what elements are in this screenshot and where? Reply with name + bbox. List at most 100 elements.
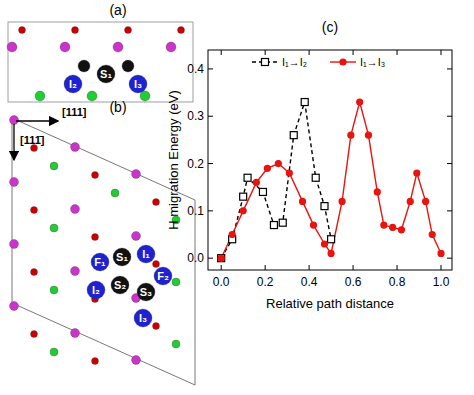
data-point	[259, 188, 266, 195]
x-tick-label: 0.6	[345, 275, 362, 289]
atom	[10, 116, 19, 125]
y-tick	[447, 210, 452, 211]
atom-label: S₁	[100, 68, 112, 80]
atom-label: I₃	[134, 78, 142, 90]
cell-frame	[8, 22, 193, 102]
atom-label: I₃	[139, 312, 147, 324]
y-tick-label: 0.2	[187, 157, 204, 171]
data-point	[328, 250, 334, 256]
data-point	[429, 232, 435, 238]
atom	[50, 348, 58, 356]
atom	[71, 267, 80, 276]
data-point	[279, 219, 286, 226]
data-point	[218, 255, 225, 262]
x-tick	[265, 50, 266, 55]
atom	[91, 253, 109, 271]
atom	[35, 91, 45, 101]
data-point	[312, 174, 319, 181]
data-point	[240, 208, 246, 214]
data-point	[322, 241, 328, 247]
data-point	[357, 99, 363, 105]
x-tick	[441, 50, 442, 55]
x-tick	[221, 265, 222, 270]
x-tick-label: 0.2	[257, 275, 274, 289]
atom-label: F₁	[94, 256, 106, 268]
x-tick	[309, 265, 310, 270]
atom	[153, 261, 160, 268]
legend: I₁→I₂I₁→I₃	[252, 56, 385, 68]
atom	[10, 178, 19, 187]
data-point	[275, 161, 281, 167]
data-point	[339, 198, 345, 204]
atom	[87, 281, 105, 299]
data-point	[407, 198, 413, 204]
atom	[50, 286, 58, 294]
atom	[122, 60, 134, 72]
atom	[71, 329, 80, 338]
series-line	[221, 102, 441, 258]
atom	[140, 91, 150, 101]
atom	[154, 267, 172, 285]
x-tick	[353, 265, 354, 270]
x-tick	[309, 50, 310, 55]
direction-label: [111]	[62, 106, 87, 118]
atom	[92, 172, 99, 179]
x-tick	[397, 265, 398, 270]
data-point	[381, 222, 387, 228]
atom	[132, 170, 141, 179]
x-tick	[353, 50, 354, 55]
figure: (a)S₁I₂I₃(b)F₁S₁I₁F₂I₂S₂S₃I₃[111][111̄](…	[0, 0, 474, 395]
chart-title: (c)	[322, 19, 338, 35]
y-tick	[447, 116, 452, 117]
atom	[134, 309, 152, 327]
data-point	[374, 189, 380, 195]
atom	[50, 224, 58, 232]
data-point	[414, 170, 420, 176]
data-point	[348, 132, 354, 138]
data-point	[244, 174, 251, 181]
atom	[172, 278, 180, 286]
atom	[31, 331, 38, 338]
atom	[50, 162, 58, 170]
x-tick-label: 0.8	[389, 275, 406, 289]
atom	[10, 302, 19, 311]
data-point	[286, 170, 292, 176]
x-tick-label: 1.0	[433, 275, 450, 289]
data-point	[264, 165, 270, 171]
data-point	[438, 250, 444, 256]
data-point	[229, 232, 235, 238]
atom	[111, 276, 129, 294]
data-point	[270, 222, 277, 229]
atom	[72, 27, 79, 34]
x-axis-label: Relative path distance	[266, 296, 394, 311]
data-point	[253, 179, 259, 185]
atom	[92, 234, 99, 241]
atom	[113, 248, 131, 266]
atom	[71, 205, 80, 214]
data-point	[301, 99, 308, 106]
data-point	[290, 132, 297, 139]
atom	[125, 27, 132, 34]
atom	[71, 143, 80, 152]
atom	[87, 91, 97, 101]
data-point	[365, 132, 371, 138]
data-point	[398, 227, 404, 233]
x-tick-label: 0.0	[213, 275, 230, 289]
atom	[64, 75, 82, 93]
atom	[60, 42, 70, 52]
y-tick-label: 0.4	[187, 62, 204, 76]
y-tick	[208, 163, 213, 164]
series-line	[221, 102, 331, 258]
legend-marker	[262, 59, 269, 66]
atom	[166, 42, 176, 52]
y-tick	[208, 116, 213, 117]
data-point	[423, 198, 429, 204]
atom	[92, 358, 99, 365]
data-point	[328, 236, 335, 243]
plot-frame	[208, 50, 452, 270]
atom	[153, 199, 160, 206]
x-tick	[265, 265, 266, 270]
y-tick	[208, 258, 213, 259]
panel-label: (a)	[109, 2, 126, 18]
atom	[113, 42, 123, 52]
